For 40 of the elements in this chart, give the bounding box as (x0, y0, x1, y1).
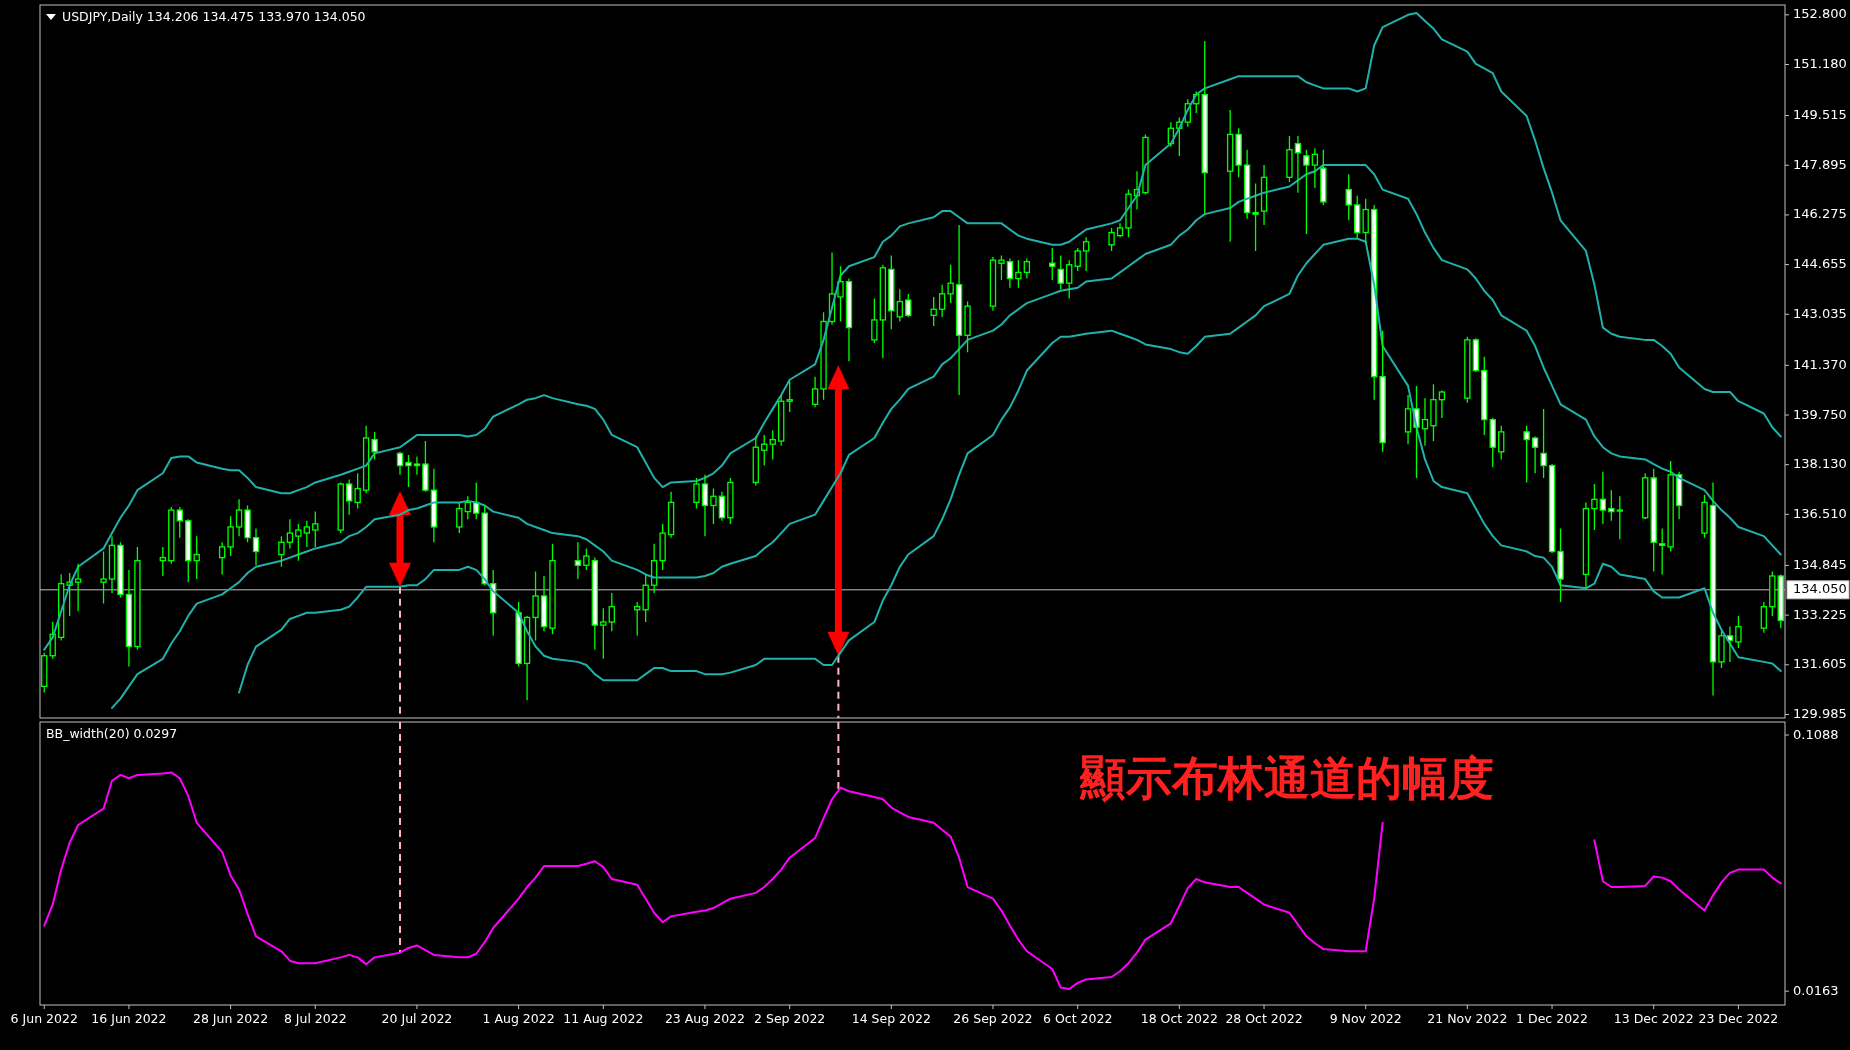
x-tick-label: 11 Aug 2022 (563, 1011, 644, 1026)
y-tick-label: 133.225 (1793, 606, 1847, 622)
x-tick-label: 16 Jun 2022 (91, 1011, 167, 1026)
y-tick-label: 143.035 (1793, 305, 1847, 321)
y-tick-label: 149.515 (1793, 107, 1847, 123)
y-tick-label: 152.800 (1793, 6, 1847, 22)
y-tick-label: 141.370 (1793, 356, 1847, 372)
ref-line-label: 134.050 (1793, 581, 1847, 597)
y-tick-label: 151.180 (1793, 55, 1847, 71)
x-tick-label: 23 Dec 2022 (1698, 1011, 1779, 1026)
y-tick-label: 0.1088 (1793, 726, 1839, 742)
x-tick-label: 14 Sep 2022 (851, 1011, 931, 1026)
x-tick-label: 6 Oct 2022 (1043, 1011, 1113, 1026)
x-tick-label: 6 Jun 2022 (10, 1011, 78, 1026)
x-tick-label: 26 Sep 2022 (953, 1011, 1033, 1026)
y-tick-label: 144.655 (1793, 256, 1847, 272)
y-tick-label: 131.605 (1793, 656, 1847, 672)
x-tick-label: 28 Oct 2022 (1225, 1011, 1303, 1026)
x-tick-label: 8 Jul 2022 (283, 1011, 347, 1026)
x-tick-label: 18 Oct 2022 (1140, 1011, 1218, 1026)
y-tick-label: 147.895 (1793, 156, 1847, 172)
y-tick-label: 129.985 (1793, 705, 1847, 721)
x-tick-label: 13 Dec 2022 (1613, 1011, 1694, 1026)
x-tick-label: 28 Jun 2022 (192, 1011, 269, 1026)
y-tick-label: 134.845 (1793, 556, 1847, 572)
x-tick-label: 20 Jul 2022 (381, 1011, 453, 1026)
x-tick-label: 9 Nov 2022 (1329, 1011, 1402, 1026)
y-tick-label: 138.130 (1793, 456, 1847, 472)
y-tick-label: 146.275 (1793, 206, 1847, 222)
chart-title: BB_width(20) 0.0297 (46, 726, 178, 741)
y-tick-label: 136.510 (1793, 505, 1847, 521)
x-tick-label: 21 Nov 2022 (1427, 1011, 1508, 1026)
x-tick-label: 2 Sep 2022 (754, 1011, 826, 1026)
y-tick-label: 139.750 (1793, 406, 1847, 422)
x-tick-label: 23 Aug 2022 (664, 1011, 745, 1026)
x-tick-label: 1 Aug 2022 (482, 1011, 555, 1026)
y-tick-label: 0.0163 (1793, 982, 1839, 998)
x-tick-label: 1 Dec 2022 (1516, 1011, 1588, 1026)
chart-title: USDJPY,Daily 134.206 134.475 133.970 134.050 (62, 9, 366, 24)
annotation: 顯示布林通道的幅度 (1079, 751, 1494, 805)
